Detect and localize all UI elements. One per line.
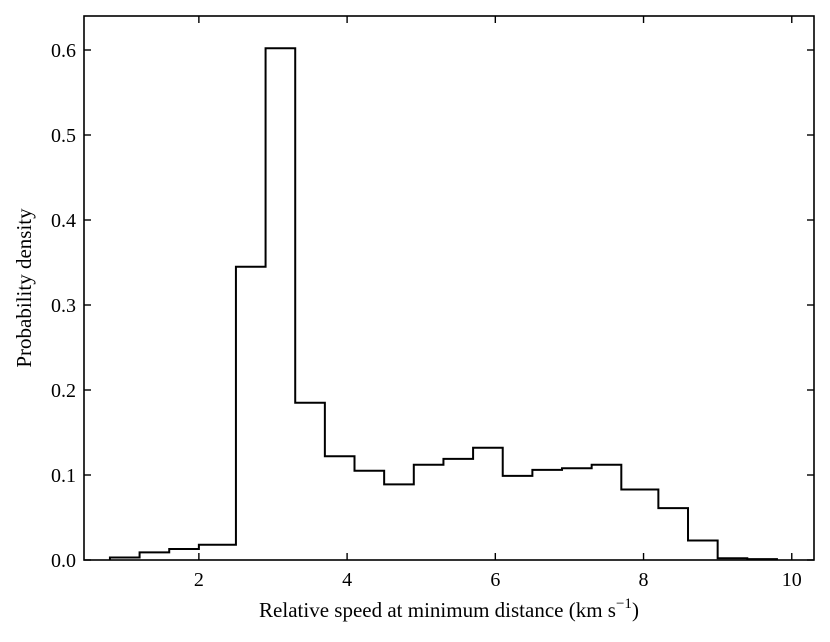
x-axis-label-superscript: −1	[616, 596, 632, 612]
x-axis-label: Relative speed at minimum distance (km s…	[259, 596, 639, 622]
y-tick-label: 0.2	[51, 380, 76, 402]
plot-frame	[83, 15, 815, 561]
y-tick-label: 0.1	[51, 465, 76, 487]
y-tick-label: 0.6	[51, 40, 76, 62]
axis-ticks	[84, 16, 814, 561]
x-tick-label: 4	[342, 569, 352, 591]
tick-labels: 2 4 6 8 10 0.0 0.1 0.2 0.3 0.4 0.5 0.6	[51, 40, 802, 591]
x-tick-label: 6	[490, 569, 500, 591]
y-axis-label: Probability density	[12, 208, 36, 368]
x-axis-label-suffix: )	[632, 598, 639, 622]
x-tick-label: 10	[782, 569, 802, 591]
x-tick-label: 8	[639, 569, 649, 591]
y-tick-label: 0.0	[51, 550, 76, 572]
x-tick-label: 2	[194, 569, 204, 591]
y-tick-label: 0.3	[51, 295, 76, 317]
histogram-step-line	[108, 47, 778, 561]
x-axis-label-main: Relative speed at minimum distance (km s	[259, 598, 616, 622]
y-tick-label: 0.5	[51, 125, 76, 147]
y-tick-label: 0.4	[51, 210, 76, 232]
